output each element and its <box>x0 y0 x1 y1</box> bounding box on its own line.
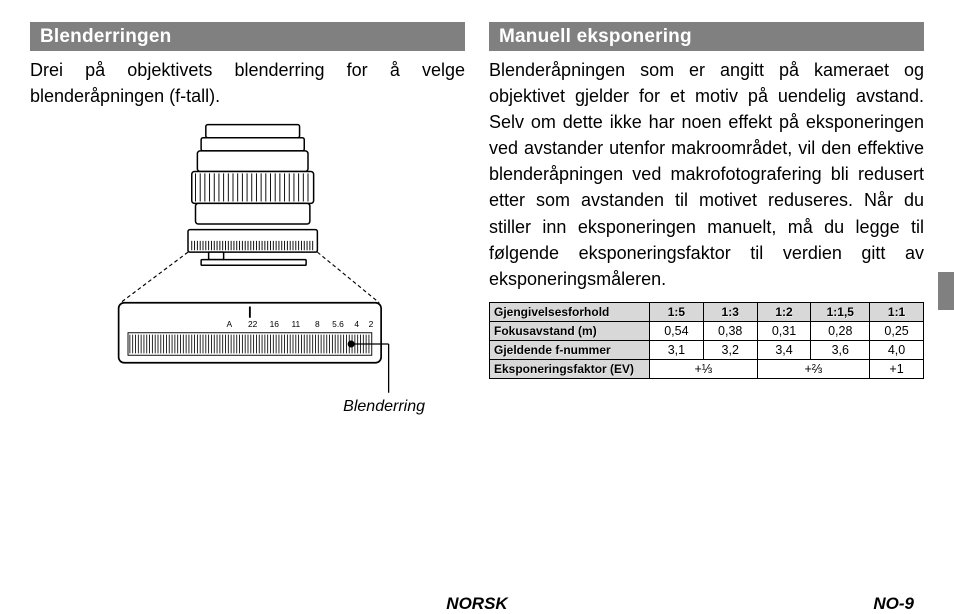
table-row: Eksponeringsfaktor (EV) +⅓ +⅔ +1 <box>490 359 924 378</box>
section-header-manuell: Manuell eksponering <box>489 22 924 51</box>
table-cell: 0,31 <box>757 321 811 340</box>
row-label: Gjengivelsesforhold <box>490 302 650 321</box>
table-cell: +⅓ <box>650 359 758 378</box>
table-cell: 4,0 <box>870 340 924 359</box>
table-cell: 0,28 <box>811 321 870 340</box>
exposure-table: Gjengivelsesforhold 1:5 1:3 1:2 1:1,5 1:… <box>489 302 924 379</box>
svg-text:8: 8 <box>315 319 320 329</box>
svg-text:22: 22 <box>248 319 258 329</box>
table-row: Gjeldende f-nummer 3,1 3,2 3,4 3,6 4,0 <box>490 340 924 359</box>
table-cell: 3,4 <box>757 340 811 359</box>
svg-text:16: 16 <box>269 319 279 329</box>
svg-text:2: 2 <box>368 319 374 329</box>
table-cell: 1:3 <box>703 302 757 321</box>
left-body-text: Drei på objektivets blenderring for å ve… <box>30 57 465 109</box>
table-cell: 3,2 <box>703 340 757 359</box>
section-header-blenderringen: Blenderringen <box>30 22 465 51</box>
row-label: Fokusavstand (m) <box>490 321 650 340</box>
table-cell: 1:1 <box>870 302 924 321</box>
table-cell: 1:5 <box>650 302 704 321</box>
row-label: Gjeldende f-nummer <box>490 340 650 359</box>
figure-caption: Blenderring <box>343 398 425 416</box>
right-column: Manuell eksponering Blenderåpningen som … <box>489 22 924 530</box>
svg-text:5.6: 5.6 <box>332 319 344 329</box>
footer-page-number: NO-9 <box>873 594 914 614</box>
left-column: Blenderringen Drei på objektivets blende… <box>30 22 465 530</box>
table-cell: 1:1,5 <box>811 302 870 321</box>
lens-illustration: A 22 16 11 8 5.6 4 2 <box>98 119 398 400</box>
table-cell: 3,1 <box>650 340 704 359</box>
page-edge-tab <box>938 272 954 310</box>
row-label: Eksponeringsfaktor (EV) <box>490 359 650 378</box>
table-row: Fokusavstand (m) 0,54 0,38 0,31 0,28 0,2… <box>490 321 924 340</box>
svg-text:11: 11 <box>291 319 300 329</box>
lens-figure: A 22 16 11 8 5.6 4 2 <box>30 119 465 416</box>
svg-text:4: 4 <box>354 319 359 329</box>
footer-language: NORSK <box>446 594 507 614</box>
right-body-text: Blenderåpningen som er angitt på ka­mera… <box>489 57 924 292</box>
table-cell: +1 <box>870 359 924 378</box>
table-row: Gjengivelsesforhold 1:5 1:3 1:2 1:1,5 1:… <box>490 302 924 321</box>
table-cell: +⅔ <box>757 359 870 378</box>
table-cell: 0,25 <box>870 321 924 340</box>
table-cell: 0,38 <box>703 321 757 340</box>
svg-text:A: A <box>226 319 232 329</box>
table-cell: 3,6 <box>811 340 870 359</box>
page-content: Blenderringen Drei på objektivets blende… <box>0 0 954 540</box>
table-cell: 1:2 <box>757 302 811 321</box>
table-cell: 0,54 <box>650 321 704 340</box>
